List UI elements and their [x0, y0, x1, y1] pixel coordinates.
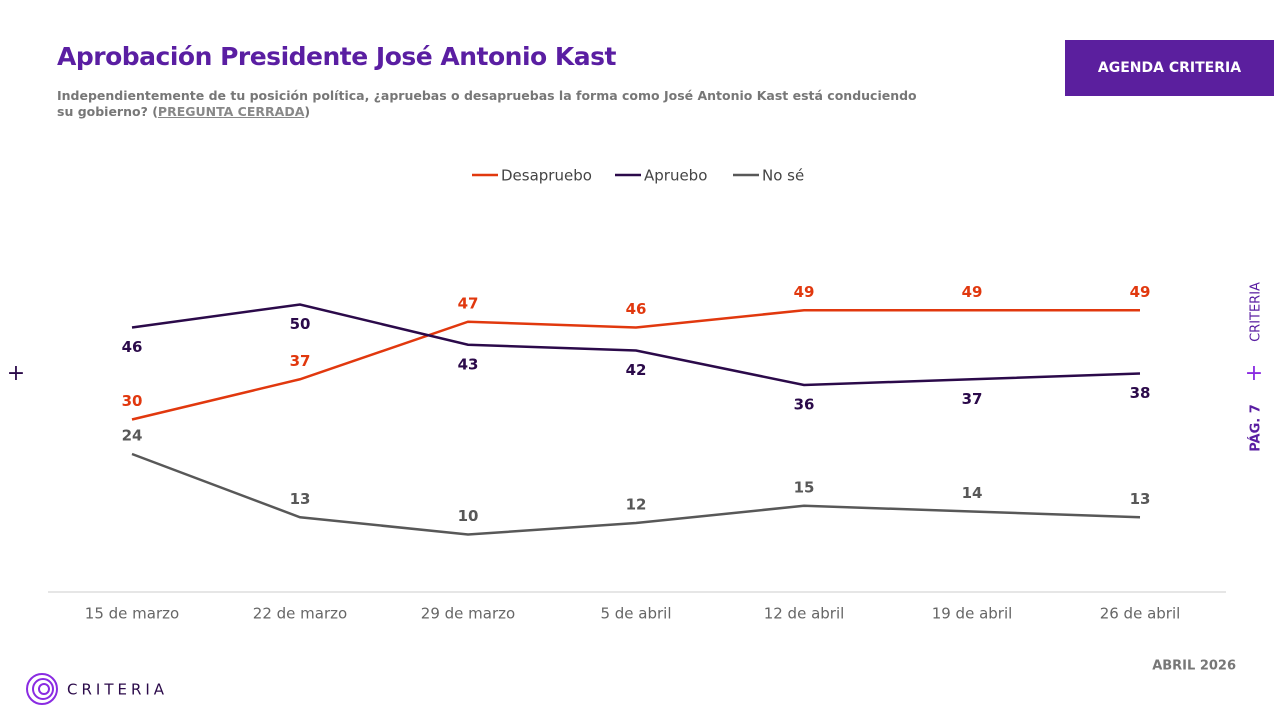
date: ABRIL 2026	[1152, 659, 1236, 674]
value-label: 46	[626, 300, 647, 318]
value-label: 37	[962, 390, 983, 408]
value-label: 37	[290, 352, 311, 370]
series-line	[131, 309, 1140, 421]
x-tick-label: 29 de marzo	[421, 605, 515, 623]
x-tick-label: 12 de abril	[764, 605, 845, 623]
side-brand: CRITERIA	[1249, 282, 1264, 342]
value-label: 49	[794, 283, 815, 301]
logo-text: CRITERIA	[67, 681, 168, 699]
plus-icon: +	[1245, 361, 1263, 386]
value-label: 49	[1130, 283, 1151, 301]
badge[interactable]: AGENDA CRITERIA	[1065, 40, 1274, 96]
value-label: 50	[290, 315, 311, 333]
legend-label: No sé	[762, 167, 804, 185]
value-label: 12	[626, 496, 647, 514]
value-label: 15	[794, 478, 815, 496]
page-number: PÁG. 7	[1248, 404, 1264, 452]
plus-icon: +	[7, 361, 25, 386]
subtitle: Independientemente de tu posición políti…	[57, 88, 917, 120]
x-tick-label: 5 de abril	[600, 605, 671, 623]
subtitle-end: )	[304, 104, 311, 119]
value-label: 14	[962, 484, 983, 502]
value-label: 38	[1130, 384, 1151, 402]
x-tick-label: 22 de marzo	[253, 605, 347, 623]
legend-label: Apruebo	[644, 167, 707, 185]
x-tick-label: 26 de abril	[1100, 605, 1181, 623]
value-label: 24	[122, 427, 143, 445]
value-label: 30	[122, 392, 143, 410]
legend-label: Desapruebo	[501, 167, 592, 185]
subtitle-text: Independientemente de tu posición políti…	[57, 88, 917, 119]
value-label: 36	[794, 396, 815, 414]
value-label: 10	[458, 507, 479, 525]
value-label: 13	[290, 490, 311, 508]
value-label: 46	[122, 338, 143, 356]
series-line	[131, 303, 1141, 387]
value-label: 13	[1130, 490, 1151, 508]
subtitle-emphasis: PREGUNTA CERRADA	[157, 104, 305, 119]
series-line	[131, 452, 1141, 536]
value-label: 49	[962, 283, 983, 301]
x-tick-label: 19 de abril	[932, 605, 1013, 623]
logo-icon	[26, 673, 58, 705]
value-label: 43	[458, 355, 479, 373]
title: Aprobación Presidente José Antonio Kast	[57, 42, 617, 71]
x-tick-label: 15 de marzo	[85, 605, 179, 623]
value-label: 47	[458, 294, 479, 312]
value-label: 42	[626, 361, 647, 379]
